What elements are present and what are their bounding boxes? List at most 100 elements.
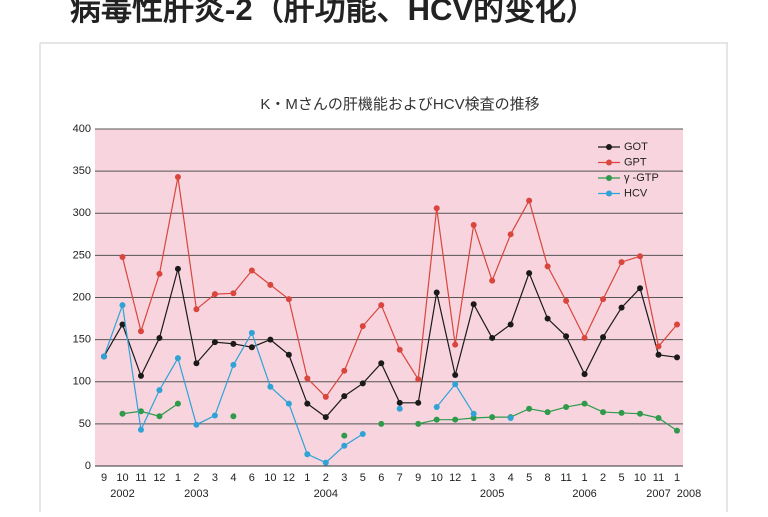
data-point — [211, 339, 218, 346]
data-point — [137, 372, 144, 379]
data-point — [193, 421, 200, 428]
data-point — [230, 361, 237, 368]
y-tick-label: 150 — [73, 334, 91, 346]
legend-marker — [606, 144, 612, 150]
data-point — [655, 343, 662, 350]
x-tick-label: 11 — [560, 472, 571, 484]
x-tick-label: 1 — [175, 472, 181, 484]
x-group-label: 2005 — [480, 488, 504, 500]
data-point — [359, 380, 366, 387]
x-group-label: 2006 — [572, 488, 596, 500]
data-point — [655, 351, 662, 358]
x-tick-label: 10 — [116, 472, 128, 484]
legend-label: HCV — [624, 187, 648, 199]
data-point — [507, 321, 514, 328]
x-tick-label: 11 — [135, 472, 146, 484]
data-point — [452, 381, 459, 388]
data-point — [230, 413, 237, 420]
data-point — [544, 409, 551, 416]
data-point — [637, 285, 644, 292]
data-point — [618, 409, 625, 416]
data-point — [174, 174, 181, 181]
data-point — [322, 393, 329, 400]
x-tick-label: 4 — [508, 472, 514, 484]
data-point — [674, 321, 680, 328]
data-point — [507, 414, 514, 421]
data-point — [600, 296, 607, 303]
data-point — [230, 340, 237, 347]
data-point — [174, 400, 181, 407]
x-group-label: 2004 — [314, 488, 338, 500]
x-tick-label: 5 — [618, 472, 624, 484]
page-title: 病毒性肝炎-2（肝功能、HCV的变化） — [70, 0, 597, 27]
x-tick-label: 1 — [674, 472, 680, 484]
x-tick-label: 1 — [582, 472, 588, 484]
data-point — [470, 222, 477, 229]
data-point — [452, 372, 459, 379]
data-point — [637, 253, 644, 260]
data-point — [267, 336, 274, 343]
data-point — [563, 297, 570, 304]
data-point — [526, 405, 533, 412]
data-point — [156, 413, 163, 420]
data-point — [119, 410, 126, 417]
data-point — [489, 277, 496, 284]
data-point — [119, 302, 126, 309]
data-point — [304, 375, 311, 382]
data-point — [433, 416, 440, 423]
data-point — [507, 231, 514, 238]
data-point — [341, 432, 348, 439]
data-point — [137, 408, 144, 415]
y-tick-label: 200 — [73, 291, 91, 303]
data-point — [563, 333, 570, 340]
data-point — [101, 353, 107, 360]
data-point — [156, 270, 163, 277]
data-point — [396, 399, 403, 406]
x-tick-label: 9 — [101, 472, 107, 484]
data-point — [526, 270, 533, 277]
data-point — [341, 393, 348, 400]
data-point — [267, 281, 274, 288]
data-point — [470, 410, 477, 417]
y-tick-label: 400 — [73, 123, 91, 135]
data-point — [378, 302, 385, 309]
data-point — [285, 400, 292, 407]
data-point — [341, 442, 348, 449]
y-tick-label: 100 — [73, 376, 91, 388]
x-tick-label: 10 — [431, 472, 443, 484]
x-tick-label: 12 — [283, 472, 295, 484]
data-point — [378, 420, 385, 427]
data-point — [211, 291, 218, 298]
data-point — [674, 354, 680, 361]
x-tick-label: 11 — [653, 472, 664, 484]
x-tick-label: 2 — [600, 472, 606, 484]
data-point — [359, 430, 366, 437]
data-point — [137, 426, 144, 433]
x-group-label: 2008 — [677, 488, 701, 500]
data-point — [489, 334, 496, 341]
y-tick-label: 300 — [73, 207, 91, 219]
x-tick-label: 2 — [323, 472, 329, 484]
data-point — [470, 414, 477, 421]
x-tick-label: 1 — [471, 472, 477, 484]
data-point — [600, 334, 607, 341]
y-tick-label: 0 — [85, 460, 91, 472]
data-point — [618, 259, 625, 266]
x-tick-label: 10 — [264, 472, 276, 484]
x-tick-label: 7 — [397, 472, 403, 484]
data-point — [304, 400, 311, 407]
x-tick-label: 8 — [545, 472, 551, 484]
y-tick-label: 250 — [73, 249, 91, 261]
data-point — [396, 346, 403, 353]
data-point — [674, 427, 680, 434]
data-point — [359, 323, 366, 330]
data-point — [285, 351, 292, 358]
data-point — [544, 315, 551, 322]
x-tick-label: 3 — [212, 472, 218, 484]
data-point — [341, 367, 348, 374]
data-point — [378, 360, 385, 367]
data-point — [322, 414, 329, 421]
data-point — [452, 416, 459, 423]
x-tick-label: 6 — [378, 472, 384, 484]
